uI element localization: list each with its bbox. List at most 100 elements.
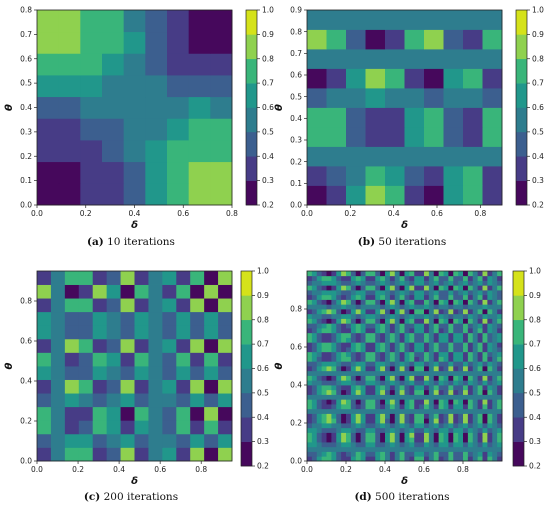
heatmap-cell: [380, 290, 386, 296]
heatmap-cell: [370, 332, 376, 338]
colorbar-segment: [241, 392, 252, 418]
heatmap-cell: [380, 399, 386, 405]
heatmap-cell: [360, 427, 366, 433]
heatmap-cell: [419, 366, 425, 372]
heatmap-cell: [316, 313, 323, 319]
colorbar-segment: [246, 10, 257, 35]
heatmap-cell: [472, 456, 479, 462]
heatmap-cell: [204, 406, 219, 421]
heatmap-cell: [463, 451, 469, 457]
heatmap-cell: [453, 361, 459, 367]
heatmap-cell: [404, 337, 410, 343]
caption-text: 50 iterations: [375, 236, 446, 248]
heatmap-cell: [106, 433, 121, 448]
heatmap-cell: [336, 299, 342, 305]
heatmap-cell: [409, 380, 415, 386]
heatmap-cell: [350, 313, 357, 319]
colorbar-tick-label: 0.2: [532, 201, 544, 210]
heatmap-cell: [365, 451, 371, 457]
heatmap-cell: [331, 328, 337, 334]
heatmap-cell: [458, 437, 464, 443]
heatmap-cell: [472, 323, 479, 329]
heatmap-cell: [458, 356, 464, 362]
heatmap-cell: [394, 437, 401, 443]
heatmap-cell: [162, 433, 177, 448]
heatmap-cell: [467, 299, 474, 305]
heatmap-cell: [370, 328, 376, 334]
heatmap-cell: [482, 146, 503, 167]
heatmap-cell: [448, 313, 454, 319]
heatmap-cell: [463, 146, 483, 167]
heatmap-cell: [414, 418, 420, 424]
heatmap-cell: [472, 399, 479, 405]
heatmap-cell: [443, 337, 449, 343]
heatmap-cell: [497, 332, 503, 338]
heatmap-cell: [467, 446, 474, 452]
heatmap-cell: [106, 420, 121, 435]
heatmap-cell: [399, 275, 405, 281]
heatmap-cell: [311, 418, 318, 424]
colorbar-segment: [516, 34, 527, 60]
heatmap-cell: [50, 298, 66, 313]
heatmap-cell: [477, 313, 483, 319]
heatmap-cell: [472, 342, 479, 348]
heatmap-cell: [438, 275, 444, 281]
heatmap-cell: [360, 399, 366, 405]
heatmap-cell: [218, 325, 233, 340]
heatmap-cell: [414, 451, 420, 457]
heatmap-cell: [399, 446, 405, 452]
heatmap-cell: [487, 323, 493, 329]
heatmap-cell: [497, 437, 503, 443]
heatmap-cell: [331, 456, 337, 462]
heatmap-cell: [148, 271, 163, 285]
heatmap-cell: [346, 418, 352, 424]
heatmap-cell: [360, 370, 366, 376]
heatmap-cell: [414, 399, 420, 405]
heatmap-cell: [331, 413, 337, 419]
heatmap-cell: [162, 284, 177, 299]
heatmap-cell: [148, 393, 163, 408]
heatmap-cell: [467, 432, 474, 438]
heatmap-cell: [375, 442, 381, 448]
heatmap-cell: [399, 385, 405, 391]
heatmap-cell: [477, 366, 483, 372]
heatmap-cell: [321, 271, 327, 277]
heatmap-cell: [176, 325, 191, 340]
heatmap-cell: [375, 370, 381, 376]
heatmap-cell: [467, 318, 474, 324]
heatmap-cell: [409, 366, 415, 372]
heatmap-cell: [482, 394, 488, 400]
colorbar-segment: [513, 319, 524, 345]
heatmap-cell: [370, 337, 376, 343]
x-tick-label: 0.6: [418, 465, 430, 474]
heatmap-cell: [106, 379, 121, 394]
heatmap-cell: [360, 408, 366, 414]
heatmap-cell: [463, 185, 483, 206]
heatmap-cell: [365, 185, 386, 206]
heatmap-cell: [346, 432, 352, 438]
heatmap-cell: [316, 423, 323, 429]
heatmap-cell: [37, 447, 52, 462]
heatmap-cell: [448, 337, 454, 343]
heatmap-cell: [346, 309, 352, 315]
heatmap-cell: [331, 408, 337, 414]
heatmap-cell: [204, 325, 219, 340]
heatmap-cell: [326, 351, 332, 357]
heatmap-cell: [424, 351, 430, 357]
heatmap-cell: [419, 285, 425, 291]
heatmap-cell: [148, 433, 163, 448]
heatmap-cell: [375, 280, 381, 286]
heatmap-cell: [424, 49, 444, 69]
heatmap-cell: [307, 347, 313, 353]
heatmap-cell: [360, 318, 366, 324]
heatmap-cell: [350, 399, 357, 405]
heatmap-cell: [360, 380, 366, 386]
panel-caption: (a) 10 iterations: [87, 236, 175, 248]
heatmap-cell: [204, 338, 219, 353]
heatmap-cell: [326, 185, 347, 206]
heatmap-cell: [467, 437, 474, 443]
heatmap-cell: [346, 328, 352, 334]
heatmap-cell: [487, 361, 493, 367]
heatmap-cell: [311, 437, 318, 443]
heatmap-cell: [448, 456, 454, 462]
